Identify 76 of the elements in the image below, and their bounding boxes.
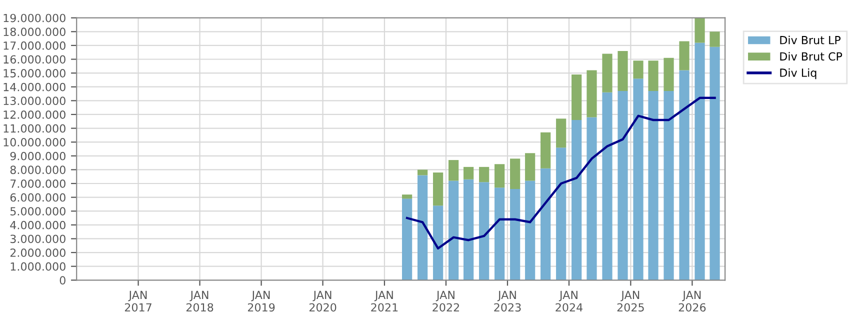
bar bbox=[694, 42, 705, 280]
bar bbox=[586, 117, 597, 280]
bar bbox=[633, 78, 644, 280]
bar bbox=[710, 32, 720, 47]
bar bbox=[464, 179, 474, 280]
y-tick-label: 19.000.000 bbox=[4, 14, 66, 22]
x-tick-label: JAN 2019 bbox=[248, 290, 275, 312]
bar bbox=[418, 170, 428, 176]
y-tick-label: 3.000.000 bbox=[10, 234, 66, 244]
y-tick-label: 0 bbox=[60, 276, 66, 285]
x-tick-label: JAN 2026 bbox=[678, 290, 706, 312]
bar bbox=[572, 120, 582, 280]
x-tick-label: JAN 2025 bbox=[617, 290, 644, 312]
bar bbox=[540, 168, 551, 280]
bar bbox=[602, 54, 612, 92]
bar bbox=[694, 18, 705, 43]
x-tick-label: JAN 2022 bbox=[432, 290, 460, 312]
bar bbox=[633, 60, 644, 79]
legend-label: Div Brut CP bbox=[780, 52, 842, 61]
y-tick-label: 7.000.000 bbox=[10, 179, 66, 188]
x-tick-label: JAN 2021 bbox=[371, 290, 398, 312]
bar bbox=[510, 189, 520, 280]
y-tick-label: 11.000.000 bbox=[4, 124, 66, 133]
y-tick-label: 17.000.000 bbox=[4, 41, 66, 50]
bar bbox=[448, 180, 459, 280]
bar bbox=[448, 160, 459, 181]
bar bbox=[402, 194, 412, 199]
y-tick-label: 12.000.000 bbox=[4, 110, 66, 119]
legend-label: Div Brut LP bbox=[780, 36, 841, 44]
y-tick-label: 10.000.000 bbox=[4, 138, 66, 146]
bar bbox=[418, 175, 428, 280]
bar bbox=[479, 166, 490, 182]
bar bbox=[618, 91, 628, 280]
y-tick-label: 15.000.000 bbox=[4, 69, 66, 78]
y-tick-label: 6.000.000 bbox=[10, 193, 66, 202]
y-tick-label: 14.000.000 bbox=[4, 82, 66, 92]
bar bbox=[679, 70, 690, 280]
y-tick-label: 9.000.000 bbox=[10, 152, 66, 160]
bar bbox=[648, 91, 658, 280]
y-tick-label: 18.000.000 bbox=[4, 28, 66, 36]
y-tick-label: 16.000.000 bbox=[4, 55, 66, 64]
bar bbox=[556, 118, 566, 148]
y-tick-label: 1.000.000 bbox=[10, 262, 66, 271]
bar bbox=[494, 188, 505, 280]
bar bbox=[602, 92, 612, 280]
bar bbox=[464, 166, 474, 180]
bar bbox=[433, 172, 444, 206]
x-tick-label: JAN 2023 bbox=[494, 290, 521, 312]
bar bbox=[479, 182, 490, 280]
x-tick-label: JAN 2017 bbox=[124, 290, 152, 312]
bar bbox=[586, 70, 597, 118]
bar bbox=[664, 58, 674, 92]
bar bbox=[402, 198, 412, 280]
bar bbox=[664, 91, 674, 280]
x-tick-label: JAN 2020 bbox=[309, 290, 336, 312]
legend-label: Div Liq bbox=[780, 68, 816, 80]
bar bbox=[710, 46, 720, 280]
bar bbox=[618, 50, 628, 92]
line-series bbox=[406, 96, 716, 250]
bar bbox=[525, 153, 536, 181]
bar bbox=[433, 206, 444, 280]
y-tick-label: 13.000.000 bbox=[4, 96, 66, 106]
bar bbox=[556, 148, 566, 280]
bar bbox=[525, 180, 536, 280]
bar bbox=[679, 41, 690, 70]
x-tick-label: JAN 2024 bbox=[556, 290, 583, 312]
bar bbox=[494, 164, 505, 188]
y-tick-label: 4.000.000 bbox=[10, 220, 66, 230]
bar bbox=[648, 60, 658, 92]
x-tick-label: JAN 2018 bbox=[186, 290, 214, 312]
y-tick-label: 2.000.000 bbox=[10, 248, 66, 257]
y-tick-label: 5.000.000 bbox=[10, 207, 66, 216]
bar bbox=[572, 74, 582, 120]
bar bbox=[540, 132, 551, 168]
bar bbox=[510, 158, 520, 190]
y-tick-label: 8.000.000 bbox=[10, 166, 66, 174]
